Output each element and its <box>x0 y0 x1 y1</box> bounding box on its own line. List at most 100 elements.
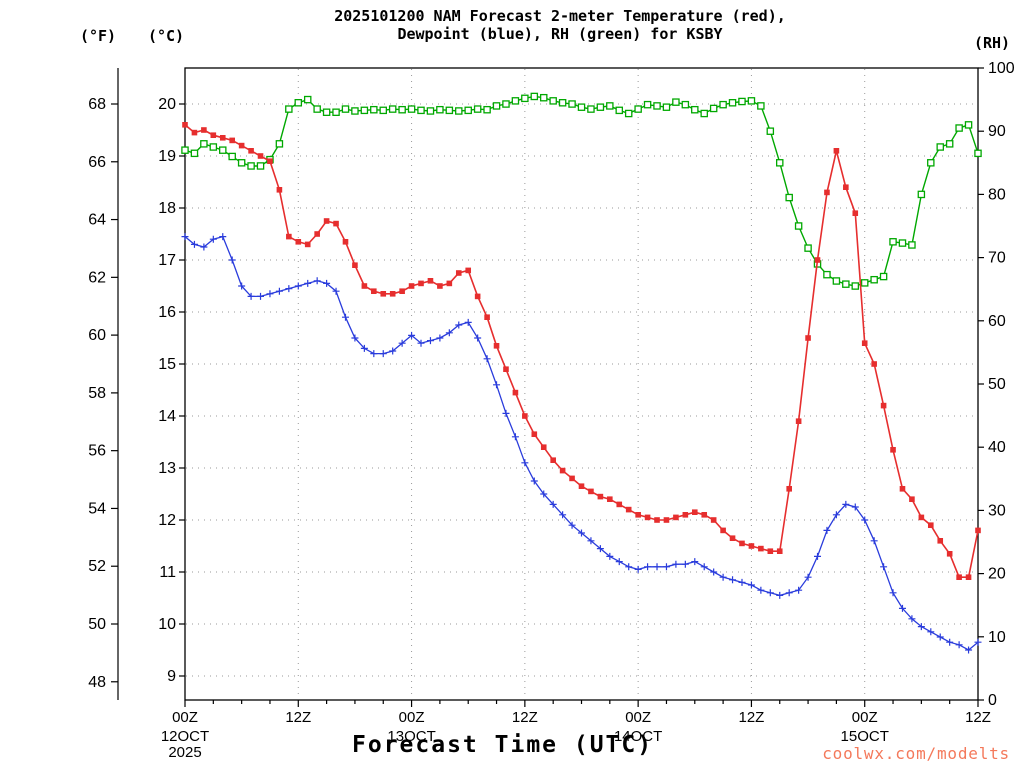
tick-label: 14 <box>158 408 176 425</box>
relative-humidity-marker <box>738 97 746 106</box>
temperature-marker <box>776 548 783 554</box>
relative-humidity-marker <box>700 109 708 118</box>
dewpoint-marker <box>596 545 604 553</box>
temperature-marker <box>399 288 405 294</box>
tick-label: 56 <box>88 443 106 460</box>
x-tick-label: 12Z <box>512 709 538 726</box>
temperature-marker <box>229 137 236 144</box>
temperature-marker <box>248 148 254 154</box>
dewpoint-marker <box>851 503 859 511</box>
x-axis <box>184 700 979 707</box>
temperature-marker <box>814 257 821 263</box>
dewpoint-marker <box>549 500 557 508</box>
temperature-marker <box>871 361 877 367</box>
relative-humidity-marker <box>200 140 208 148</box>
dewpoint-marker <box>304 279 312 287</box>
relative-humidity-marker <box>388 105 397 113</box>
temperature-marker <box>427 278 434 284</box>
dewpoint-marker <box>795 586 803 594</box>
relative-humidity-marker <box>596 103 605 111</box>
relative-humidity-marker <box>219 146 227 154</box>
relative-humidity-marker <box>436 105 444 114</box>
dewpoint-marker <box>634 565 642 573</box>
dewpoint-marker <box>190 240 198 248</box>
temperature-marker <box>465 267 472 274</box>
temperature-marker <box>927 522 934 528</box>
relative-humidity-series <box>181 92 982 290</box>
relative-humidity-marker <box>256 162 265 170</box>
temperature-marker <box>361 283 368 289</box>
relative-humidity-marker <box>691 105 699 114</box>
temperature-marker <box>880 402 887 409</box>
temperature-marker <box>389 291 396 297</box>
temperature-marker <box>956 574 962 580</box>
temperature-marker <box>286 233 292 240</box>
x-tick-label: 12Z <box>738 709 764 726</box>
relative-humidity-marker <box>870 275 878 284</box>
dewpoint-marker <box>965 646 973 654</box>
dewpoint-marker <box>530 477 538 485</box>
relative-humidity-marker <box>606 102 614 110</box>
dewpoint-marker <box>483 355 491 363</box>
dewpoint-marker <box>814 552 822 560</box>
dewpoint-marker <box>275 287 283 295</box>
relative-humidity-marker <box>747 97 756 105</box>
dewpoint-marker <box>927 628 935 636</box>
dewpoint-marker <box>257 292 265 300</box>
dewpoint-marker <box>521 459 529 467</box>
dewpoint-marker <box>200 243 208 251</box>
tick-label: 20 <box>988 566 1006 583</box>
relative-humidity-marker <box>577 103 586 111</box>
dewpoint-marker <box>219 233 227 241</box>
relative-humidity-marker <box>851 282 860 290</box>
rh-axis <box>978 67 984 701</box>
relative-humidity-marker <box>898 239 907 247</box>
plot-border <box>184 67 979 701</box>
relative-humidity-marker <box>398 105 406 114</box>
temperature-marker <box>739 540 745 547</box>
dewpoint-marker <box>238 282 246 290</box>
temperature-marker <box>446 280 453 287</box>
chart-title-line2: Dewpoint (blue), RH (green) for KSBY <box>397 25 723 43</box>
temperature-marker <box>635 512 641 518</box>
relative-humidity-marker <box>445 106 454 115</box>
temperature-marker <box>210 132 217 138</box>
relative-humidity-marker <box>728 99 737 107</box>
x-tick-label: 12Z <box>965 709 991 726</box>
dewpoint-marker <box>370 350 378 358</box>
tick-label: 64 <box>88 212 106 229</box>
relative-humidity-marker <box>407 105 416 113</box>
temperature-marker <box>493 343 500 349</box>
dewpoint-marker <box>464 318 472 326</box>
temperature-marker <box>578 483 585 489</box>
relative-humidity-marker <box>351 107 359 115</box>
temperature-marker <box>748 543 755 549</box>
relative-humidity-marker <box>945 140 954 148</box>
relative-humidity-marker <box>634 105 642 113</box>
dewpoint-marker <box>436 334 444 342</box>
temperature-marker <box>333 220 339 227</box>
x-tick-label: 00Z <box>172 709 198 726</box>
temperature-marker <box>474 293 481 300</box>
dewpoint-marker <box>974 638 982 646</box>
dewpoint-marker <box>710 568 718 576</box>
dewpoint-marker <box>502 409 510 417</box>
dewpoint-marker <box>455 321 463 329</box>
temperature-marker <box>597 493 604 500</box>
tick-label: 18 <box>158 200 176 217</box>
temperature-marker <box>408 283 415 289</box>
fahrenheit-axis <box>111 68 119 700</box>
relative-humidity-marker <box>455 107 463 115</box>
relative-humidity-marker <box>681 100 690 109</box>
relative-humidity-marker <box>662 103 671 111</box>
dewpoint-marker <box>360 344 368 352</box>
dewpoint-series <box>181 233 982 654</box>
tick-label: 54 <box>88 500 106 517</box>
relative-humidity-marker <box>832 277 841 285</box>
dewpoint-marker <box>757 586 765 594</box>
temperature-marker <box>201 127 207 133</box>
dewpoint-marker <box>823 526 831 534</box>
tick-label: 10 <box>158 616 176 633</box>
dewpoint-marker <box>266 290 274 298</box>
temperature-marker <box>276 187 283 193</box>
